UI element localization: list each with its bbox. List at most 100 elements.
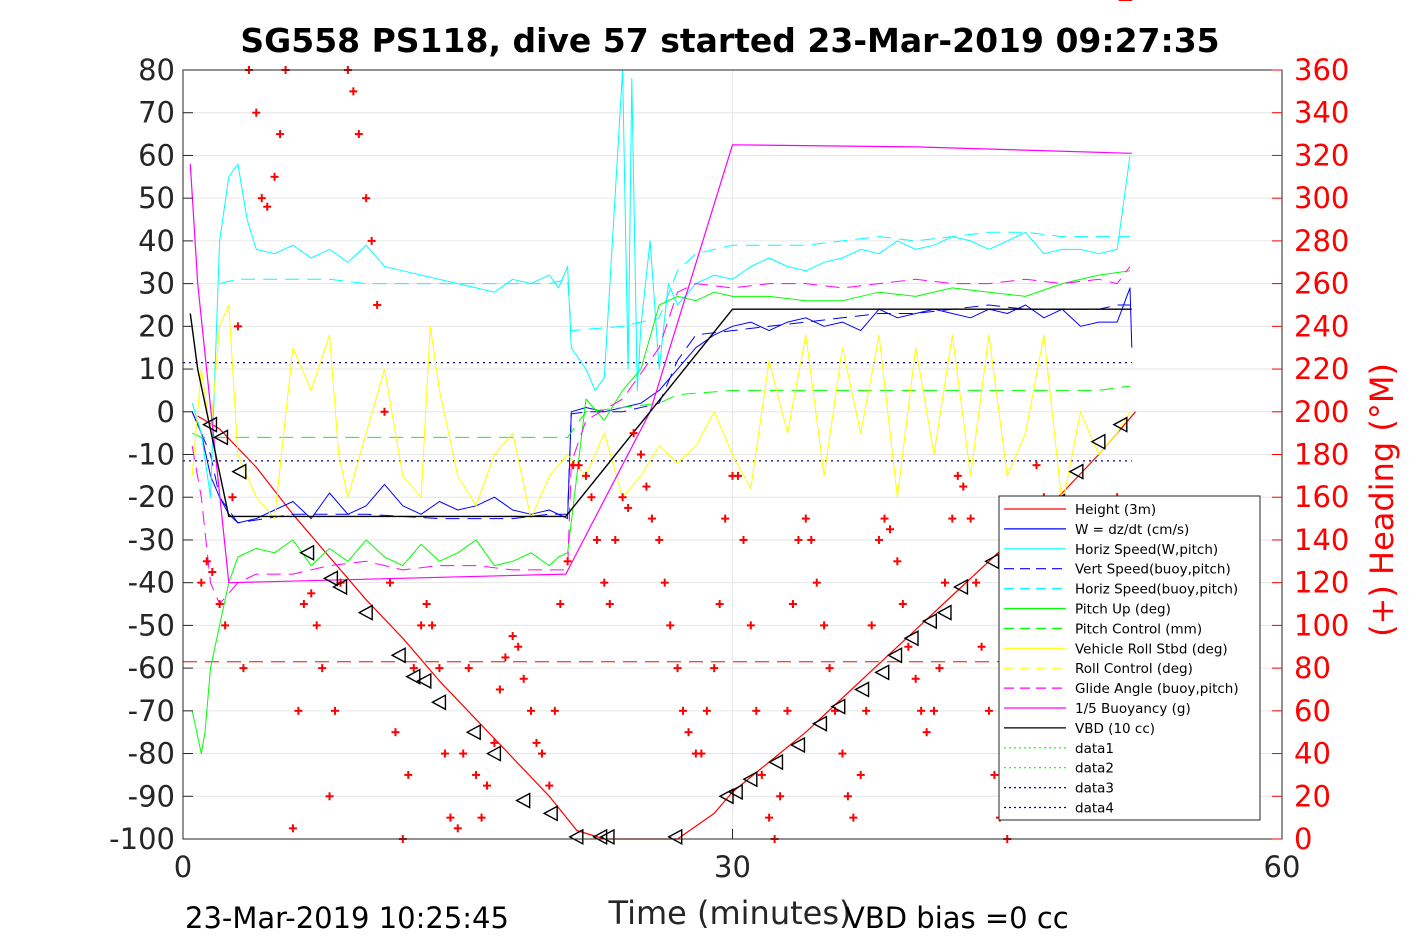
height-marker — [599, 828, 615, 846]
heading-point — [629, 429, 638, 438]
heading-point — [556, 600, 565, 609]
heading-point — [391, 728, 400, 737]
height-marker — [1090, 433, 1106, 450]
heading-point — [972, 578, 981, 587]
heading-point — [459, 749, 468, 758]
height-marker — [430, 694, 447, 711]
height-marker — [568, 828, 584, 846]
heading-point — [270, 172, 279, 181]
heading-point — [959, 482, 968, 491]
y-tick-label: -80 — [128, 737, 175, 771]
y-right-tick-label: 320 — [1294, 138, 1349, 172]
heading-point — [409, 664, 418, 673]
y-right-tick-label: 80 — [1294, 651, 1331, 685]
heading-point — [948, 514, 957, 523]
y-right-tick-label: 200 — [1294, 395, 1349, 429]
y-right-tick-label: 260 — [1294, 267, 1349, 301]
heading-point — [318, 664, 327, 673]
heading-point — [642, 482, 651, 491]
heading-point — [746, 621, 755, 630]
heading-point — [233, 322, 242, 331]
heading-point — [519, 674, 528, 683]
heading-point — [940, 578, 949, 587]
y-right-tick-label: 220 — [1294, 352, 1349, 386]
y-right-tick-label: 360 — [1294, 53, 1349, 87]
heading-point — [263, 202, 272, 211]
footer-timestamp: 23-Mar-2019 10:25:45 — [185, 901, 509, 935]
heading-point — [288, 824, 297, 833]
y-tick-label: -90 — [128, 779, 175, 813]
series-vert-buoy — [191, 304, 1130, 524]
legend-label: Roll Control (deg) — [1075, 661, 1193, 677]
y-tick-label: 20 — [138, 309, 175, 343]
series-roll — [191, 304, 1131, 520]
heading-point — [904, 642, 913, 651]
heading-point — [886, 525, 895, 534]
y-tick-label: -50 — [128, 608, 175, 642]
y-tick-label: 10 — [138, 352, 175, 386]
y-right-tick-label: 280 — [1294, 224, 1349, 258]
legend-label: Vert Speed(buoy,pitch) — [1075, 562, 1231, 578]
heading-point — [867, 621, 876, 630]
heading-point — [752, 706, 761, 715]
heading-point — [325, 792, 334, 801]
heading-point — [446, 813, 455, 822]
series-lines — [189, 69, 1136, 840]
height-marker — [767, 753, 784, 771]
y-axis-right-label: (+) Heading (°M) — [1363, 363, 1401, 637]
heading-point — [239, 664, 248, 673]
legend-label: Height (3m) — [1075, 502, 1156, 518]
heading-point — [917, 706, 926, 715]
chart-title: SG558 PS118, dive 57 started 23-Mar-2019… — [240, 21, 1219, 60]
heading-point — [702, 706, 711, 715]
heading-point — [354, 130, 363, 139]
heading-point — [838, 749, 847, 758]
heading-point — [501, 653, 510, 662]
height-marker — [390, 647, 406, 664]
height-marker — [592, 828, 608, 846]
series-horiz — [191, 69, 1131, 498]
height-markers — [201, 416, 1128, 846]
heading-point — [527, 706, 536, 715]
height-marker — [416, 672, 432, 690]
height-marker — [212, 429, 229, 446]
heading-point — [385, 578, 394, 587]
heading-point — [312, 621, 321, 630]
heading-point — [697, 749, 706, 758]
heading-point — [911, 674, 920, 683]
legend-label: W = dz/dt (cm/s) — [1075, 522, 1189, 538]
heading-point — [545, 781, 554, 790]
y-right-tick-label: 100 — [1294, 608, 1349, 642]
heading-point — [252, 108, 261, 117]
heading-point — [490, 738, 499, 747]
heading-point — [636, 450, 645, 459]
heading-point — [435, 664, 444, 673]
heading-point — [715, 600, 724, 609]
y-tick-label: -30 — [128, 523, 175, 557]
heading-point — [801, 514, 810, 523]
heading-point — [788, 600, 797, 609]
height-marker — [515, 792, 531, 809]
legend-label: data2 — [1075, 761, 1114, 777]
heading-point — [739, 535, 748, 544]
series-pitch-ctrl — [191, 385, 1131, 438]
heading-point — [666, 621, 675, 630]
legend-label: Glide Angle (buoy,pitch) — [1075, 681, 1239, 697]
heading-point — [202, 557, 211, 566]
y-axis-right-ticks: 3603403203002802602402202001801601401201… — [1272, 53, 1349, 856]
heading-point — [453, 824, 462, 833]
height-marker — [1112, 416, 1128, 433]
heading-point — [208, 567, 217, 576]
x-tick-label: 30 — [714, 850, 751, 884]
height-marker — [299, 544, 315, 561]
heading-point — [825, 664, 834, 673]
y-right-tick-label: 0 — [1294, 822, 1312, 856]
heading-point — [776, 792, 785, 801]
y-tick-label: -70 — [128, 694, 175, 728]
y-tick-label: 50 — [138, 181, 175, 215]
heading-point — [508, 632, 517, 641]
y-right-tick-label: 40 — [1294, 737, 1331, 771]
heading-point — [922, 728, 931, 737]
heading-point — [422, 600, 431, 609]
heading-point — [710, 664, 719, 673]
